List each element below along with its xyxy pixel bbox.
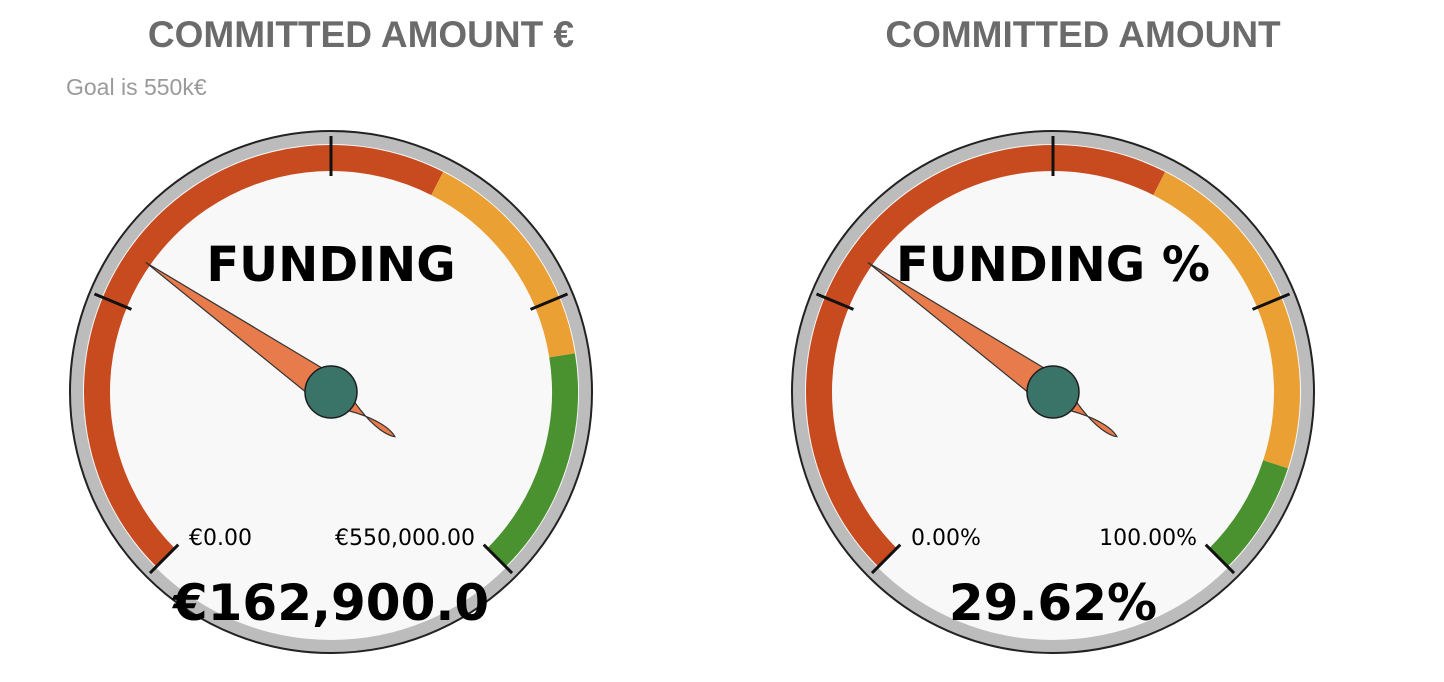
gauge-tick (148, 543, 180, 575)
gauge-value: €162,900.0 (172, 574, 489, 632)
gauge-min-label: 0.00% (911, 526, 981, 551)
gauge-tick (870, 543, 902, 575)
gauge-band (84, 145, 444, 567)
funding-amount-panel: COMMITTED AMOUNT € Goal is 550k€ FUNDING… (66, 14, 593, 654)
panel-title: COMMITTED AMOUNT € (147, 14, 575, 55)
gauge-band (806, 145, 1166, 567)
gauge-tick (93, 292, 133, 311)
gauge-hub (1026, 365, 1080, 419)
gauge-tick (1204, 543, 1236, 575)
funding-amount-gauge: FUNDING €0.00 €550,000.00 €162,900.0 (69, 130, 593, 654)
gauge-tick (482, 543, 514, 575)
gauge-hub (304, 365, 358, 419)
gauge-label: FUNDING % (896, 237, 1210, 293)
funding-percent-panel: COMMITTED AMOUNT FUNDING % 0.00% 100.00% 29… (722, 0, 1444, 682)
gauge-tick (815, 292, 855, 311)
panel-subtitle: Goal is 550k€ (66, 74, 207, 100)
gauge-band (431, 171, 575, 358)
gauge-value: 29.62% (949, 574, 1157, 632)
gauge-min-label: €0.00 (189, 526, 252, 551)
gauge-band (1209, 460, 1288, 567)
panel-title: COMMITTED AMOUNT (885, 14, 1281, 55)
gauge-max-label: €550,000.00 (335, 526, 475, 551)
gauge-tick (1251, 292, 1291, 311)
gauge-max-label: 100.00% (1099, 526, 1197, 551)
gauge-label: FUNDING (206, 237, 455, 293)
gauge-tick (529, 292, 569, 311)
funding-percent-gauge: FUNDING % 0.00% 100.00% 29.62% (791, 130, 1315, 654)
gauge-band (487, 353, 578, 567)
